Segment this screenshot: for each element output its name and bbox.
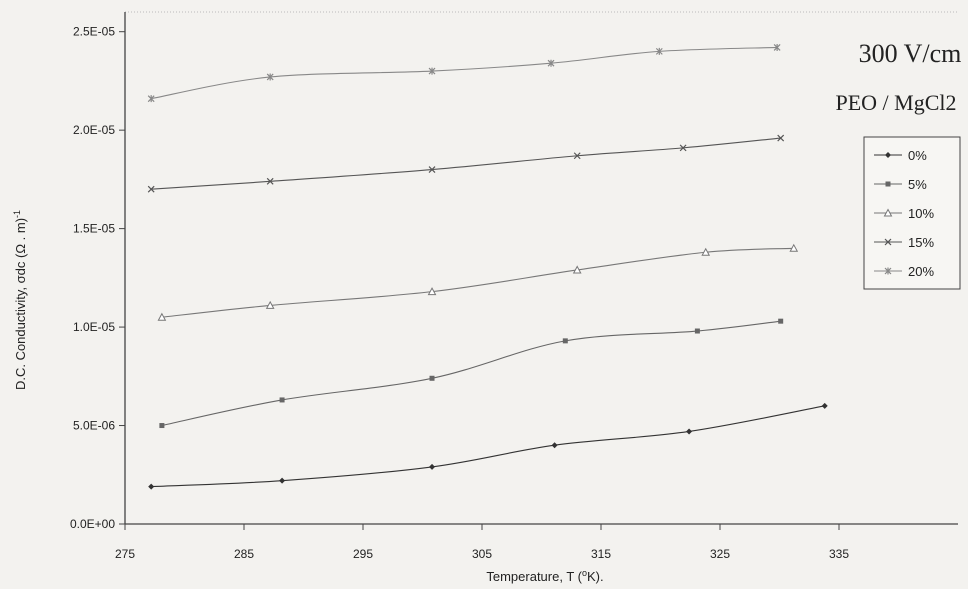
y-tick-label: 5.0E-06 (73, 419, 115, 433)
x-tick-label: 295 (353, 547, 373, 561)
data-point (572, 265, 582, 274)
x-tick-label: 285 (234, 547, 254, 561)
data-point (266, 73, 274, 81)
axes: 0.0E+00 5.0E-06 1.0E-05 1.5E-05 2.0E-05 2.5E-… (70, 11, 958, 561)
series-line (151, 46, 778, 100)
data-point (148, 483, 155, 490)
data-point (266, 177, 274, 185)
series-5pct (159, 318, 784, 429)
data-point (147, 95, 155, 103)
data-point (428, 67, 436, 75)
data-point (279, 477, 286, 484)
data-point (694, 328, 700, 334)
data-point (789, 243, 799, 252)
series-15pct (147, 134, 785, 193)
legend-swatch-marker (884, 238, 892, 246)
legend: 0% 5% 10% 15% 20% (863, 136, 961, 290)
legend-item: 5% (874, 177, 927, 192)
data-point (147, 185, 155, 193)
data-point (686, 428, 693, 435)
annotation-material: PEO / MgCl2 (835, 90, 956, 115)
y-axis-label: D.C. Conductivity, σdc (Ω . m)-1 (12, 210, 28, 390)
x-tick-label: 335 (829, 547, 849, 561)
data-point (159, 423, 165, 429)
y-tick-label: 2.5E-05 (73, 25, 115, 39)
data-point (562, 338, 568, 344)
y-tick-label: 1.5E-05 (73, 222, 115, 236)
legend-swatch-marker (885, 152, 891, 158)
data-point (428, 166, 436, 173)
x-tick-label: 315 (591, 547, 611, 561)
legend-item: 10% (874, 206, 934, 221)
x-tick-label: 275 (115, 547, 135, 561)
series-10pct (157, 243, 799, 321)
data-point (551, 442, 558, 449)
legend-swatch-marker (883, 208, 893, 217)
data-point (573, 152, 581, 160)
data-point (679, 144, 687, 152)
data-point (778, 318, 784, 324)
legend-item: 15% (874, 235, 934, 250)
legend-label: 15% (908, 235, 934, 250)
data-point (821, 402, 828, 409)
data-point (777, 134, 785, 142)
series-line (151, 405, 825, 488)
legend-swatch-marker (885, 181, 891, 187)
x-tick-label: 305 (472, 547, 492, 561)
data-point (701, 247, 711, 256)
legend-swatch-marker (884, 267, 892, 275)
y-tick-label: 2.0E-05 (73, 123, 115, 137)
x-axis-label: Temperature, T (oK). (486, 568, 603, 584)
data-point (157, 312, 167, 321)
legend-label: 5% (908, 177, 927, 192)
annotation-field: 300 V/cm (859, 39, 962, 68)
legend-label: 0% (908, 148, 927, 163)
legend-label: 20% (908, 264, 934, 279)
data-point (279, 397, 285, 403)
series-layer (147, 43, 828, 490)
data-point (547, 59, 555, 67)
y-tick-label: 0.0E+00 (70, 517, 115, 531)
series-0pct (148, 402, 828, 490)
data-point (773, 43, 781, 51)
data-point (655, 47, 663, 55)
legend-item: 20% (874, 264, 934, 279)
data-point (429, 463, 436, 470)
legend-label: 10% (908, 206, 934, 221)
data-point (429, 375, 435, 381)
series-20pct (147, 43, 781, 103)
x-tick-label: 325 (710, 547, 730, 561)
legend-item: 0% (874, 148, 927, 163)
data-point (427, 287, 437, 296)
y-tick-label: 1.0E-05 (73, 320, 115, 334)
data-point (265, 300, 275, 309)
